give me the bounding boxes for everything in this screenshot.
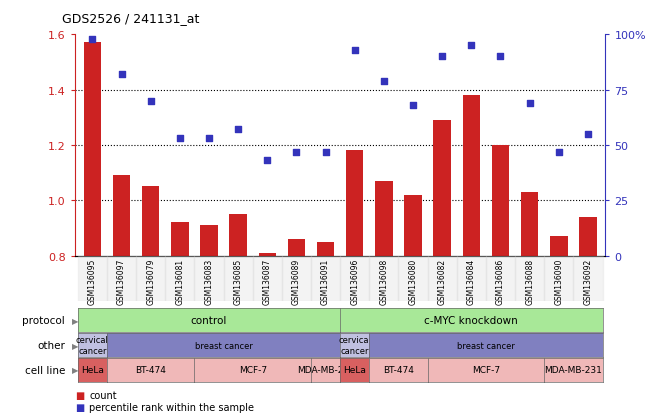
Text: GSM136087: GSM136087: [263, 259, 271, 304]
Text: ▶: ▶: [72, 366, 78, 375]
Point: [379, 78, 389, 85]
Bar: [515, 256, 544, 301]
Bar: [579, 217, 597, 256]
Text: GSM136085: GSM136085: [234, 259, 243, 304]
Bar: [113, 176, 130, 256]
Bar: [486, 256, 515, 301]
Text: MCF-7: MCF-7: [472, 366, 500, 375]
Text: GSM136097: GSM136097: [117, 259, 126, 305]
Bar: [457, 256, 486, 301]
Text: cervical
cancer: cervical cancer: [339, 336, 371, 355]
Point: [466, 43, 477, 50]
Text: MDA-MB-231: MDA-MB-231: [544, 366, 602, 375]
Text: protocol: protocol: [22, 316, 65, 325]
Text: GSM136096: GSM136096: [350, 259, 359, 305]
Text: ■: ■: [75, 402, 84, 412]
Text: GSM136089: GSM136089: [292, 259, 301, 304]
Bar: [311, 256, 340, 301]
Bar: [340, 256, 369, 301]
Text: GSM136086: GSM136086: [496, 259, 505, 304]
Point: [525, 100, 535, 107]
Bar: [282, 256, 311, 301]
Point: [87, 36, 98, 43]
Bar: [223, 256, 253, 301]
Text: GSM136098: GSM136098: [380, 259, 389, 304]
Point: [350, 47, 360, 54]
Bar: [136, 256, 165, 301]
Point: [233, 127, 243, 133]
Text: percentile rank within the sample: percentile rank within the sample: [89, 402, 254, 412]
Bar: [398, 256, 428, 301]
Text: control: control: [191, 316, 227, 325]
Text: MDA-MB-231: MDA-MB-231: [297, 366, 355, 375]
Text: GSM136092: GSM136092: [583, 259, 592, 304]
Bar: [258, 253, 276, 256]
Text: GSM136084: GSM136084: [467, 259, 476, 304]
Point: [291, 149, 301, 156]
Text: GSM136080: GSM136080: [409, 259, 417, 304]
Point: [174, 135, 185, 142]
Point: [495, 54, 506, 60]
Bar: [229, 215, 247, 256]
Bar: [492, 145, 509, 256]
Text: BT-474: BT-474: [135, 366, 166, 375]
Text: cell line: cell line: [25, 365, 65, 375]
Point: [553, 149, 564, 156]
Text: HeLa: HeLa: [343, 366, 366, 375]
Text: MCF-7: MCF-7: [239, 366, 267, 375]
Text: count: count: [89, 390, 117, 400]
Bar: [165, 256, 195, 301]
Bar: [171, 223, 189, 256]
Text: GSM136082: GSM136082: [437, 259, 447, 304]
Text: GSM136079: GSM136079: [146, 259, 155, 305]
Bar: [544, 256, 574, 301]
Point: [262, 158, 273, 164]
Bar: [317, 242, 335, 256]
Bar: [463, 96, 480, 256]
Text: GSM136095: GSM136095: [88, 259, 97, 305]
Bar: [404, 195, 422, 256]
Point: [437, 54, 447, 60]
Bar: [550, 237, 568, 256]
Bar: [142, 187, 159, 256]
Point: [145, 98, 156, 105]
Point: [204, 135, 214, 142]
Point: [583, 131, 593, 138]
Text: ▶: ▶: [72, 341, 78, 350]
Text: GSM136090: GSM136090: [554, 259, 563, 305]
Text: c-MYC knockdown: c-MYC knockdown: [424, 316, 518, 325]
Bar: [107, 256, 136, 301]
Text: GDS2526 / 241131_at: GDS2526 / 241131_at: [62, 12, 199, 25]
Text: breast cancer: breast cancer: [457, 341, 515, 350]
Bar: [521, 192, 538, 256]
Bar: [253, 256, 282, 301]
Bar: [346, 151, 363, 256]
Text: other: other: [37, 340, 65, 350]
Bar: [369, 256, 398, 301]
Bar: [195, 256, 223, 301]
Bar: [201, 225, 217, 256]
Text: cervical
cancer: cervical cancer: [76, 336, 109, 355]
Text: ■: ■: [75, 390, 84, 400]
Point: [320, 149, 331, 156]
Bar: [574, 256, 603, 301]
Bar: [77, 256, 107, 301]
Bar: [83, 43, 101, 256]
Point: [117, 71, 127, 78]
Bar: [428, 256, 457, 301]
Text: GSM136088: GSM136088: [525, 259, 534, 304]
Text: ▶: ▶: [72, 316, 78, 325]
Text: GSM136081: GSM136081: [175, 259, 184, 304]
Bar: [434, 121, 451, 256]
Text: GSM136091: GSM136091: [321, 259, 330, 304]
Text: breast cancer: breast cancer: [195, 341, 253, 350]
Bar: [288, 240, 305, 256]
Text: BT-474: BT-474: [383, 366, 414, 375]
Point: [408, 102, 418, 109]
Bar: [375, 181, 393, 256]
Text: GSM136083: GSM136083: [204, 259, 214, 304]
Text: HeLa: HeLa: [81, 366, 104, 375]
